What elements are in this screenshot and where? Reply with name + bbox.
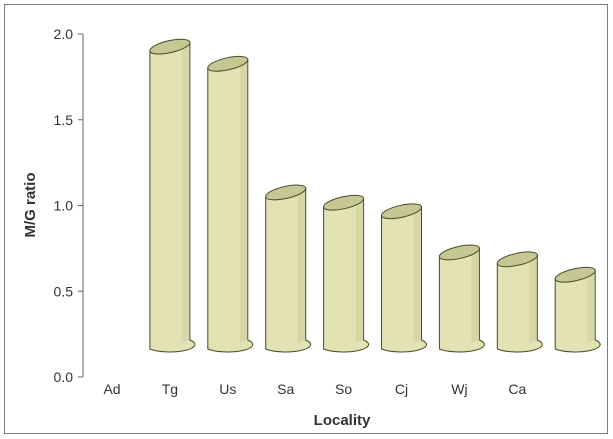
bar-top-cap bbox=[554, 266, 596, 283]
bar-shade bbox=[413, 206, 421, 343]
bar-top-cap bbox=[496, 251, 538, 268]
bar-shade bbox=[355, 198, 363, 343]
bars bbox=[149, 38, 601, 353]
x-tick-label: Sa bbox=[277, 381, 294, 397]
bar bbox=[554, 266, 601, 353]
y-tick-label: 0.5 bbox=[54, 283, 74, 299]
bar-shade bbox=[471, 247, 479, 343]
x-tick-label: Wj bbox=[451, 381, 467, 397]
bar-top-cap bbox=[149, 38, 191, 55]
bar bbox=[149, 38, 196, 353]
bar-top-cap bbox=[323, 194, 365, 211]
y-tick-label: 2.0 bbox=[54, 26, 74, 42]
x-tick-label: Cj bbox=[395, 381, 408, 397]
bar-top-cap bbox=[207, 55, 249, 72]
x-tick-label: Ad bbox=[103, 381, 120, 397]
bar bbox=[207, 55, 254, 353]
bar-top-cap bbox=[380, 203, 423, 220]
bar bbox=[323, 194, 370, 353]
x-tick-labels: Ad Tg Us Sa So Cj Wj Ca bbox=[103, 381, 526, 397]
bar-shade bbox=[297, 187, 305, 343]
bar-shade bbox=[587, 270, 595, 343]
y-tick-label: 1.0 bbox=[54, 198, 74, 214]
x-tick-label: So bbox=[335, 381, 352, 397]
y-tick-label: 0.0 bbox=[54, 369, 74, 385]
x-axis-title: Locality bbox=[314, 412, 371, 429]
bar bbox=[265, 184, 312, 353]
bar-top-cap bbox=[265, 184, 307, 201]
bar-shade bbox=[181, 42, 189, 344]
bar-shade bbox=[239, 59, 247, 344]
x-tick-label: Tg bbox=[162, 381, 178, 397]
bar bbox=[380, 203, 427, 353]
y-axis: 0.0 0.5 1.0 1.5 2.0 bbox=[54, 26, 84, 385]
x-tick-label: Ca bbox=[508, 381, 526, 397]
bar-top-cap bbox=[438, 244, 480, 261]
bar bbox=[496, 251, 543, 353]
y-tick-label: 1.5 bbox=[54, 112, 74, 128]
y-ticks: 0.0 0.5 1.0 1.5 2.0 bbox=[54, 26, 83, 385]
y-axis-title: M/G ratio bbox=[22, 172, 39, 237]
bar bbox=[438, 244, 485, 353]
x-tick-label: Us bbox=[219, 381, 236, 397]
bar-shade bbox=[529, 254, 537, 343]
